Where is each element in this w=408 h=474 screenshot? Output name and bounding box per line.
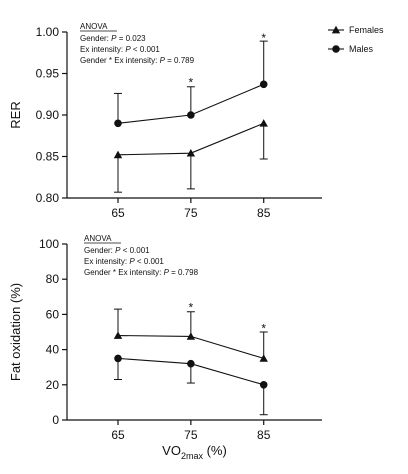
x-tick-label: 85 [257, 206, 271, 220]
y-tick-label: 0.90 [36, 108, 60, 122]
y-tick-label: 60 [46, 307, 60, 321]
data-point-males [259, 381, 268, 389]
data-point-males [114, 354, 122, 363]
y-tick-label: 1.00 [36, 25, 60, 39]
data-point-males [187, 111, 195, 119]
y-tick-label: 0.95 [36, 67, 60, 81]
significance-star: * [189, 76, 194, 90]
data-point-females [113, 331, 123, 339]
data-point-females [186, 148, 196, 157]
significance-star: * [261, 321, 266, 335]
legend: Females Males [328, 25, 384, 54]
anova-title: ANOVA [80, 22, 108, 31]
y-tick-label: 80 [46, 272, 60, 286]
y-tick-label: 0.85 [36, 150, 60, 164]
x-tick-label: 85 [257, 428, 271, 442]
anova-stat-line: Ex intensity: P < 0.001 [84, 257, 164, 266]
y-tick-label: 100 [39, 237, 59, 251]
y-tick-label: 40 [46, 343, 60, 357]
anova-stat-line: Gender: P < 0.001 [84, 246, 150, 255]
data-point-females [259, 354, 268, 362]
rer-chart: 0.80 0.85 0.90 0.95 1.00 65 75 85 RER * * ANOVA Gend… [8, 22, 322, 220]
legend-label-males: Males [349, 44, 374, 54]
data-point-males [259, 80, 268, 89]
anova-stat-line: Ex intensity: P < 0.001 [80, 45, 160, 54]
fat-oxidation-chart: 0 20 40 60 80 100 65 75 85 Fat oxidation (%) VO2ma… [8, 234, 322, 461]
x-tick-label: 75 [184, 428, 198, 442]
data-point-females [186, 332, 196, 340]
y-tick-label: 20 [46, 378, 60, 392]
anova-title: ANOVA [84, 234, 112, 243]
data-point-males [187, 359, 195, 368]
data-point-males [114, 119, 122, 128]
triangle-marker-icon [331, 25, 341, 34]
x-tick-label: 75 [184, 206, 198, 220]
x-tick-label: 65 [111, 206, 125, 220]
significance-star: * [189, 300, 194, 314]
data-point-females [113, 150, 123, 159]
significance-star: * [261, 31, 266, 45]
y-tick-label: 0.80 [36, 191, 60, 205]
x-axis-title: VO2max (%) [162, 443, 227, 461]
x-tick-label: 65 [111, 428, 125, 442]
anova-stat-line: Gender * Ex intensity: P = 0.789 [80, 56, 195, 65]
y-axis-title: RER [8, 101, 23, 128]
data-point-females [259, 119, 268, 127]
legend-label-females: Females [349, 25, 384, 35]
circle-marker-icon [332, 45, 340, 53]
y-tick-label: 0 [52, 413, 59, 427]
anova-stat-line: Gender: P = 0.023 [80, 34, 146, 43]
y-axis-title: Fat oxidation (%) [8, 283, 23, 381]
anova-stat-line: Gender * Ex intensity: P = 0.798 [84, 268, 199, 277]
